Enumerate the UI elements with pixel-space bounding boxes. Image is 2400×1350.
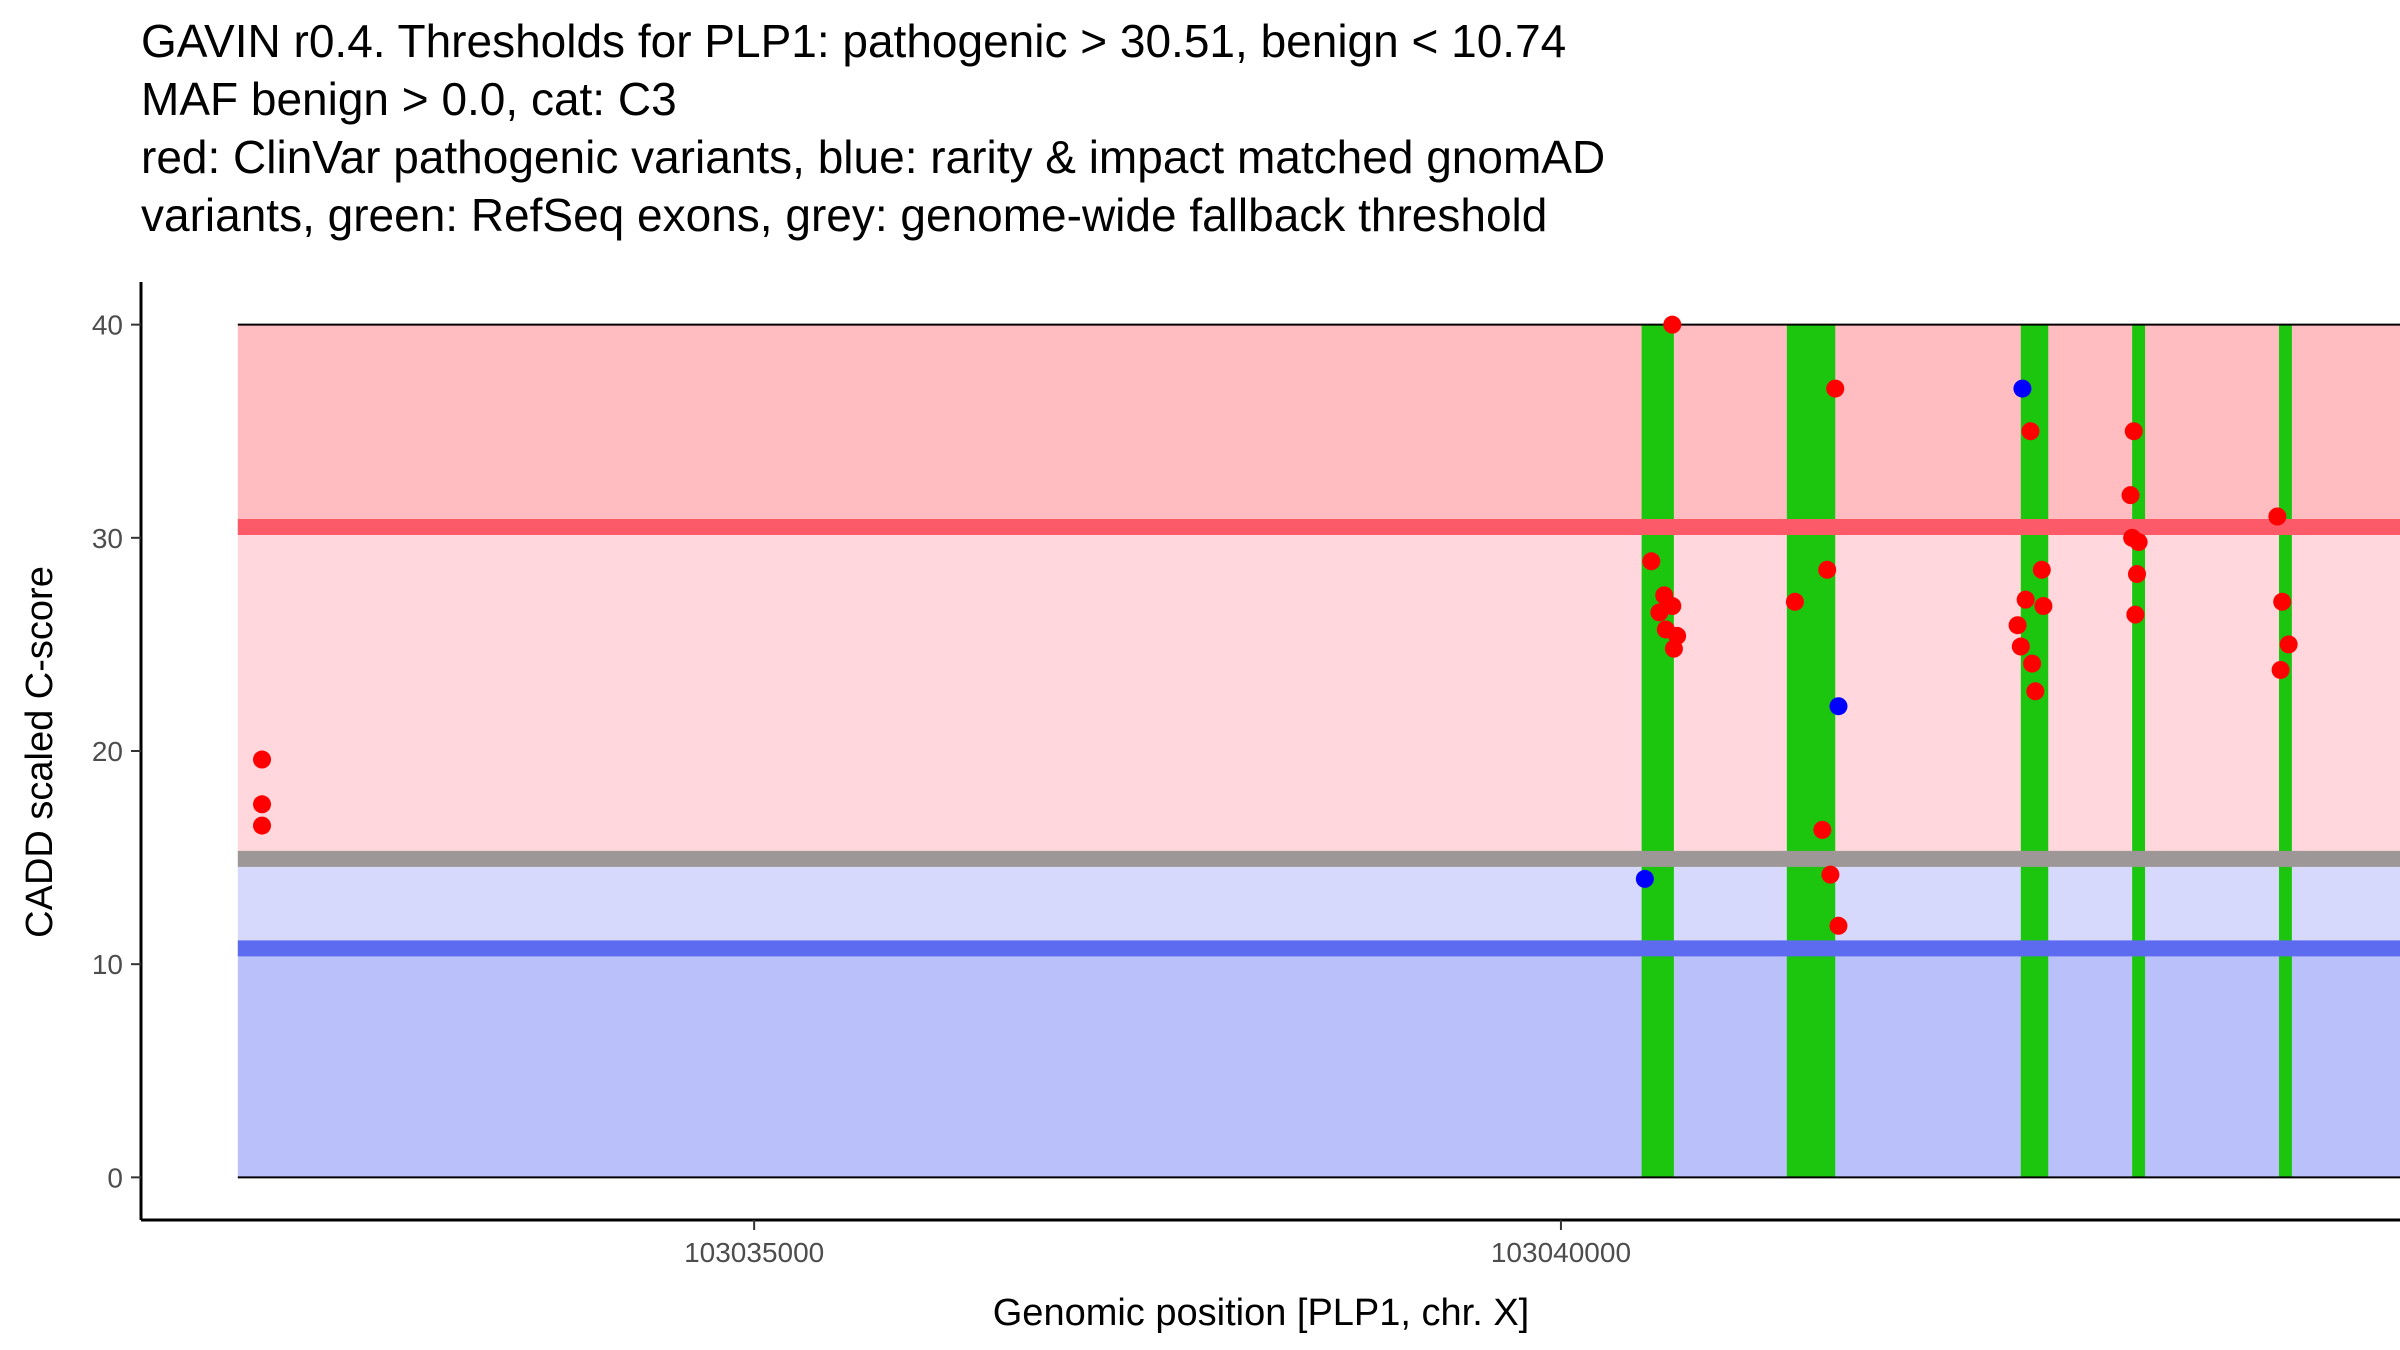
title-line-1: GAVIN r0.4. Thresholds for PLP1: pathoge… xyxy=(141,15,1567,67)
clinvar-point-12 xyxy=(1785,592,1804,611)
clinvar-point-23 xyxy=(2026,682,2045,701)
clinvar-point-11 xyxy=(1663,315,1682,334)
y-tick-label-10: 10 xyxy=(92,949,123,980)
gnomad-point-1 xyxy=(1635,869,1654,888)
clinvar-point-1 xyxy=(253,750,272,769)
exon-3 xyxy=(2020,324,2049,1178)
threshold-lines xyxy=(237,323,2400,1179)
clinvar-point-34 xyxy=(2273,592,2292,611)
exon-4 xyxy=(2132,324,2146,1178)
clinvar-point-10 xyxy=(1664,639,1683,658)
clinvar-point-19 xyxy=(2011,637,2030,656)
y-tick-label-0: 0 xyxy=(107,1162,123,1193)
x-tick-label-2: 103040000 xyxy=(1491,1237,1631,1268)
clinvar-point-18 xyxy=(2008,616,2027,635)
clinvar-point-4 xyxy=(1642,552,1661,571)
clinvar-point-2 xyxy=(253,795,272,814)
zone-2 xyxy=(237,858,2400,949)
clinvar-point-31 xyxy=(2129,533,2148,552)
exon-1 xyxy=(1641,324,1674,1178)
gnomad-point-2 xyxy=(1829,697,1848,716)
clinvar-point-22 xyxy=(2023,654,2042,673)
clinvar-point-35 xyxy=(2279,635,2298,654)
x-axis-title: Genomic position [PLP1, chr. X] xyxy=(993,1292,1530,1334)
y-tick-label-30: 30 xyxy=(92,523,123,554)
clinvar-point-24 xyxy=(2032,560,2051,579)
clinvar-point-29 xyxy=(2126,605,2145,624)
clinvar-point-32 xyxy=(2268,507,2287,526)
exon-2 xyxy=(1786,324,1836,1178)
clinvar-point-17 xyxy=(1829,916,1848,935)
clinvar-point-20 xyxy=(2016,590,2035,609)
title-line-3: red: ClinVar pathogenic variants, blue: … xyxy=(141,131,1606,183)
zone-1 xyxy=(237,526,2400,859)
clinvar-point-33 xyxy=(2271,660,2290,679)
chart-title: GAVIN r0.4. Thresholds for PLP1: pathoge… xyxy=(141,12,2371,244)
variant-points xyxy=(253,315,2298,935)
clinvar-point-30 xyxy=(2127,565,2146,584)
clinvar-point-16 xyxy=(1826,379,1845,398)
threshold-zones xyxy=(237,324,2400,1178)
clinvar-point-13 xyxy=(1813,820,1832,839)
clinvar-point-21 xyxy=(2021,422,2040,441)
clinvar-point-26 xyxy=(2121,486,2140,505)
clinvar-point-8 xyxy=(1663,597,1682,616)
clinvar-point-3 xyxy=(253,816,272,835)
zone-3 xyxy=(237,948,2400,1178)
clinvar-point-25 xyxy=(2034,597,2053,616)
y-axis-title: CADD scaled C-score xyxy=(19,566,61,938)
clinvar-point-28 xyxy=(2124,422,2143,441)
y-tick-label-20: 20 xyxy=(92,736,123,767)
axes: 0 10 20 30 40 103035000 103040000 xyxy=(92,282,2400,1268)
title-line-4: variants, green: RefSeq exons, grey: gen… xyxy=(141,189,1548,241)
clinvar-point-14 xyxy=(1818,560,1837,579)
zone-0 xyxy=(237,324,2400,527)
title-line-2: MAF benign > 0.0, cat: C3 xyxy=(141,73,677,125)
x-tick-label-1: 103035000 xyxy=(684,1237,824,1268)
gnomad-point-3 xyxy=(2013,379,2032,398)
exon-5 xyxy=(2278,324,2292,1178)
y-tick-label-40: 40 xyxy=(92,310,123,341)
clinvar-point-15 xyxy=(1821,865,1840,884)
